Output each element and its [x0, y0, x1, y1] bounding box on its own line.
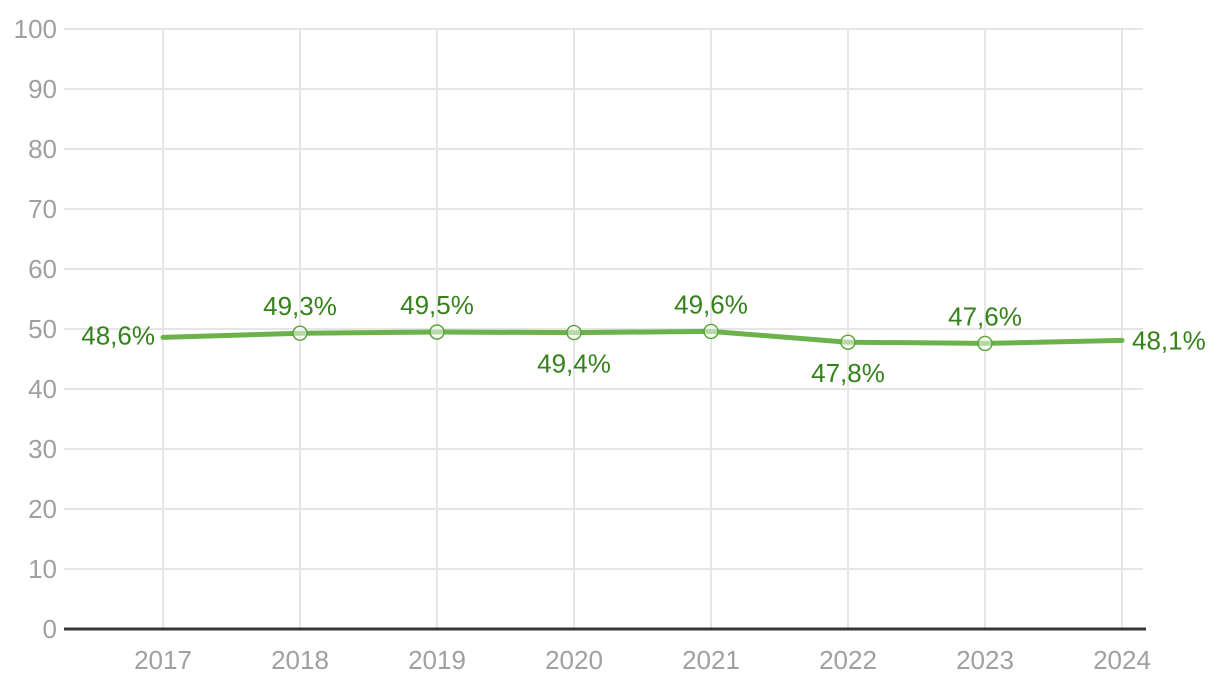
point-marker — [566, 324, 582, 341]
x-tick-label: 2021 — [682, 645, 740, 675]
y-tick-label: 90 — [28, 74, 57, 104]
point-label: 49,4% — [537, 349, 611, 379]
point-marker — [977, 335, 993, 352]
point-label: 49,5% — [400, 290, 474, 320]
y-tick-label: 30 — [28, 434, 57, 464]
x-tick-label: 2023 — [956, 645, 1014, 675]
y-tick-label: 40 — [28, 374, 57, 404]
x-axis-labels: 2017 2018 2019 2020 2021 2022 2023 2024 — [134, 645, 1151, 675]
y-tick-label: 70 — [28, 194, 57, 224]
x-tick-label: 2018 — [271, 645, 329, 675]
y-tick-label: 60 — [28, 254, 57, 284]
y-tick-label: 20 — [28, 494, 57, 524]
y-tick-label: 50 — [28, 314, 57, 344]
point-marker — [429, 324, 445, 340]
point-label: 48,1% — [1132, 325, 1206, 355]
y-axis-labels: 0 10 20 30 40 50 60 70 80 90 100 — [14, 14, 57, 644]
point-label-group: 48,6% 49,3% 49,5% 49,4% 49,6% 47,8% 47,6% 48,1% — [81, 289, 1205, 388]
point-label: 47,8% — [811, 358, 885, 388]
x-tick-label: 2019 — [408, 645, 466, 675]
x-tick-label: 2020 — [545, 645, 603, 675]
point-marker — [292, 325, 308, 341]
x-tick-label: 2022 — [819, 645, 877, 675]
y-tick-label: 80 — [28, 134, 57, 164]
point-label: 48,6% — [81, 320, 155, 350]
x-tick-label: 2024 — [1093, 645, 1151, 675]
y-tick-label: 10 — [28, 554, 57, 584]
point-label: 49,6% — [674, 289, 748, 319]
y-tick-label: 100 — [14, 14, 57, 44]
marker-group — [292, 323, 993, 352]
y-tick-label: 0 — [43, 614, 57, 644]
x-tick-label: 2017 — [134, 645, 192, 675]
point-label: 49,3% — [263, 291, 337, 321]
series-line — [160, 328, 1125, 346]
point-marker — [703, 323, 719, 340]
point-marker — [840, 334, 856, 350]
point-label: 47,6% — [948, 301, 1022, 331]
